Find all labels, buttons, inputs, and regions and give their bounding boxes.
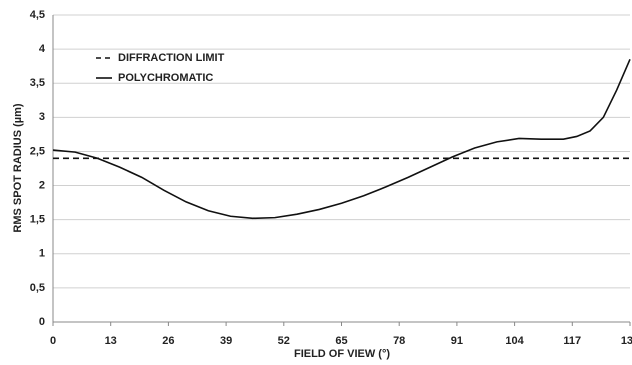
x-tick-label: 26 <box>162 335 174 347</box>
x-tick-label: 0 <box>50 335 56 347</box>
series-line <box>52 59 631 220</box>
y-axis-label: RMS SPOT RADIUS (µm) <box>12 103 24 233</box>
x-tick-label: 91 <box>451 335 463 347</box>
x-tick-label: 52 <box>278 335 290 347</box>
y-tick-label: 1 <box>39 248 45 260</box>
x-tick-label: 39 <box>220 335 232 347</box>
x-tick-label: 78 <box>393 335 405 347</box>
y-tick-label: 3,5 <box>30 77 45 89</box>
y-tick-label: 1,5 <box>30 214 45 226</box>
x-tick-label: 65 <box>335 335 347 347</box>
x-tick-label: 13 <box>105 335 117 347</box>
legend-label: DIFFRACTION LIMIT <box>118 52 225 64</box>
y-tick-label: 4 <box>39 43 46 55</box>
y-tick-label: 3 <box>39 111 45 123</box>
y-tick-label: 2,5 <box>30 145 45 157</box>
legend-label: POLYCHROMATIC <box>118 72 213 84</box>
x-tick-label: 130 <box>621 335 632 347</box>
y-tick-label: 0,5 <box>30 282 45 294</box>
y-tick-label: 4,5 <box>30 9 45 21</box>
x-tick-label: 117 <box>563 335 581 347</box>
y-tick-label: 2 <box>39 179 45 191</box>
x-tick-label: 104 <box>505 335 524 347</box>
x-axis-label: FIELD OF VIEW (°) <box>294 348 390 360</box>
y-tick-label: 0 <box>39 316 45 328</box>
